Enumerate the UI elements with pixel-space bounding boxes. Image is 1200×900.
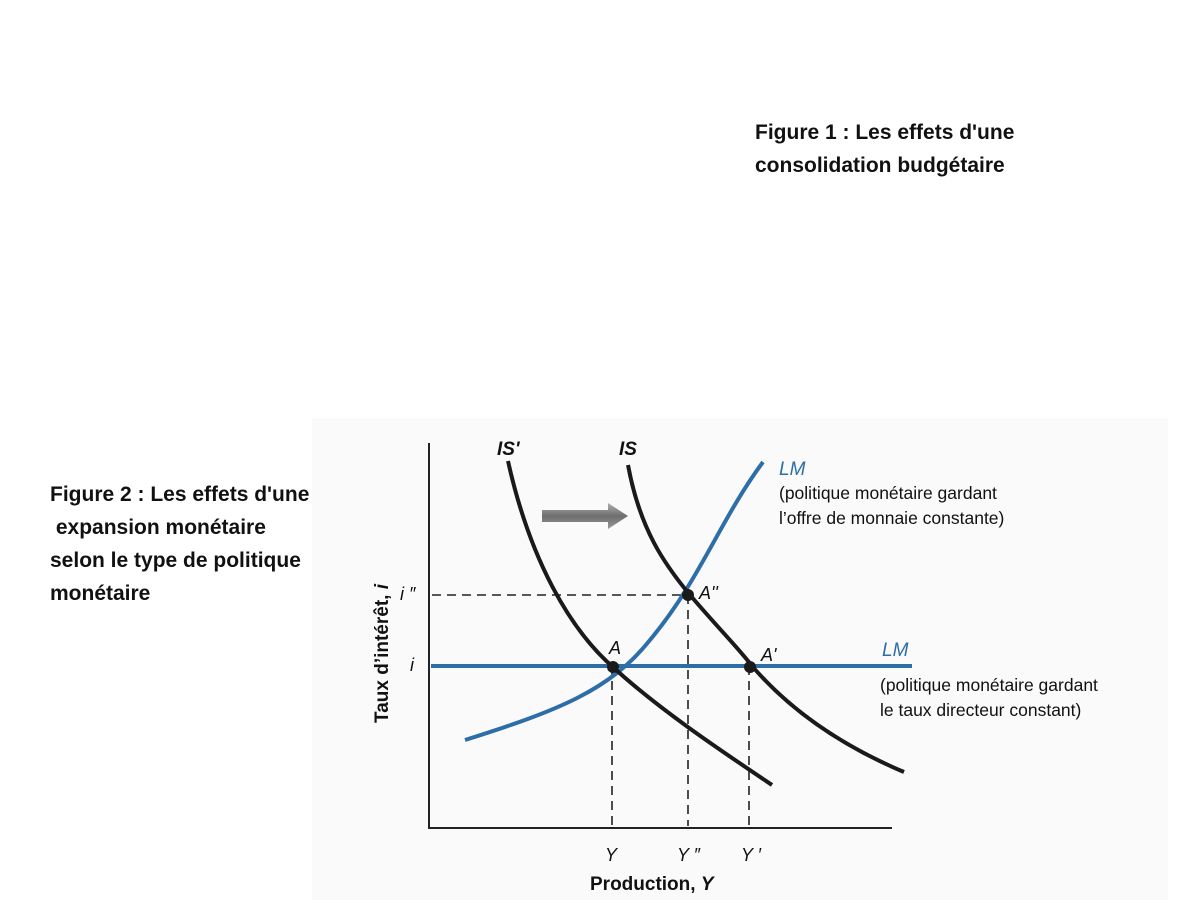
y-tick-i-double: i ″ [400,584,416,604]
x-tick-y-double: Y ″ [677,845,701,865]
x-axis-title: Production, Y [590,874,716,895]
lm-constant-rate-note-line-2: le taux directeur constant) [880,700,1081,720]
lm-constant-money-curve [464,460,765,742]
y-axis-variable: i [372,583,393,589]
point-a-label: A [608,638,621,658]
figure-2-caption-line-3: selon le type de politique [50,549,301,572]
y-axis-title: Taux d’intérêt, i [372,583,393,723]
is-label: IS [619,439,637,460]
lm-constant-money-note-line-1: (politique monétaire gardant [779,483,997,503]
is-lm-diagram-panel: IS' IS LM (politique monétaire gardant l… [312,418,1168,900]
x-tick-y-prime: Y ′ [741,845,762,865]
point-a-prime-label: A' [760,645,777,665]
point-a-prime-marker [744,661,756,673]
lm-constant-money-note-line-2: l’offre de monnaie constante) [779,508,1004,528]
figure-1-caption: Figure 1 : Les effets d'une consolidatio… [755,116,1014,182]
lm-constant-money-label: LM [779,459,806,480]
lm-constant-rate-note-line-1: (politique monétaire gardant [880,675,1098,695]
x-axis-title-text: Production, [590,874,701,895]
y-tick-i: i [410,655,415,675]
figure-2-caption-line-4: monétaire [50,582,151,605]
shift-right-arrow-icon [542,503,628,529]
point-a-marker [607,661,619,673]
figure-1-caption-line-1: Figure 1 : Les effets d'une [755,121,1015,144]
x-axis-variable: Y [701,874,716,895]
figure-1-caption-line-2: consolidation budgétaire [755,154,1005,177]
point-a-double-marker [682,589,694,601]
figure-2-caption-line-2: expansion monétaire [50,516,266,539]
figure-2-caption-line-1: Figure 2 : Les effets d'une [50,483,310,506]
lm-constant-rate-label: LM [882,640,909,661]
point-a-double-label: A'' [698,583,718,603]
is-prime-label: IS' [497,439,521,460]
is-lm-diagram: IS' IS LM (politique monétaire gardant l… [372,439,1098,895]
figure-2-caption: Figure 2 : Les effets d'une expansion mo… [50,478,309,610]
x-tick-y: Y [605,845,619,865]
y-axis-title-text: Taux d’intérêt, [372,589,393,723]
is-curve [626,464,905,774]
